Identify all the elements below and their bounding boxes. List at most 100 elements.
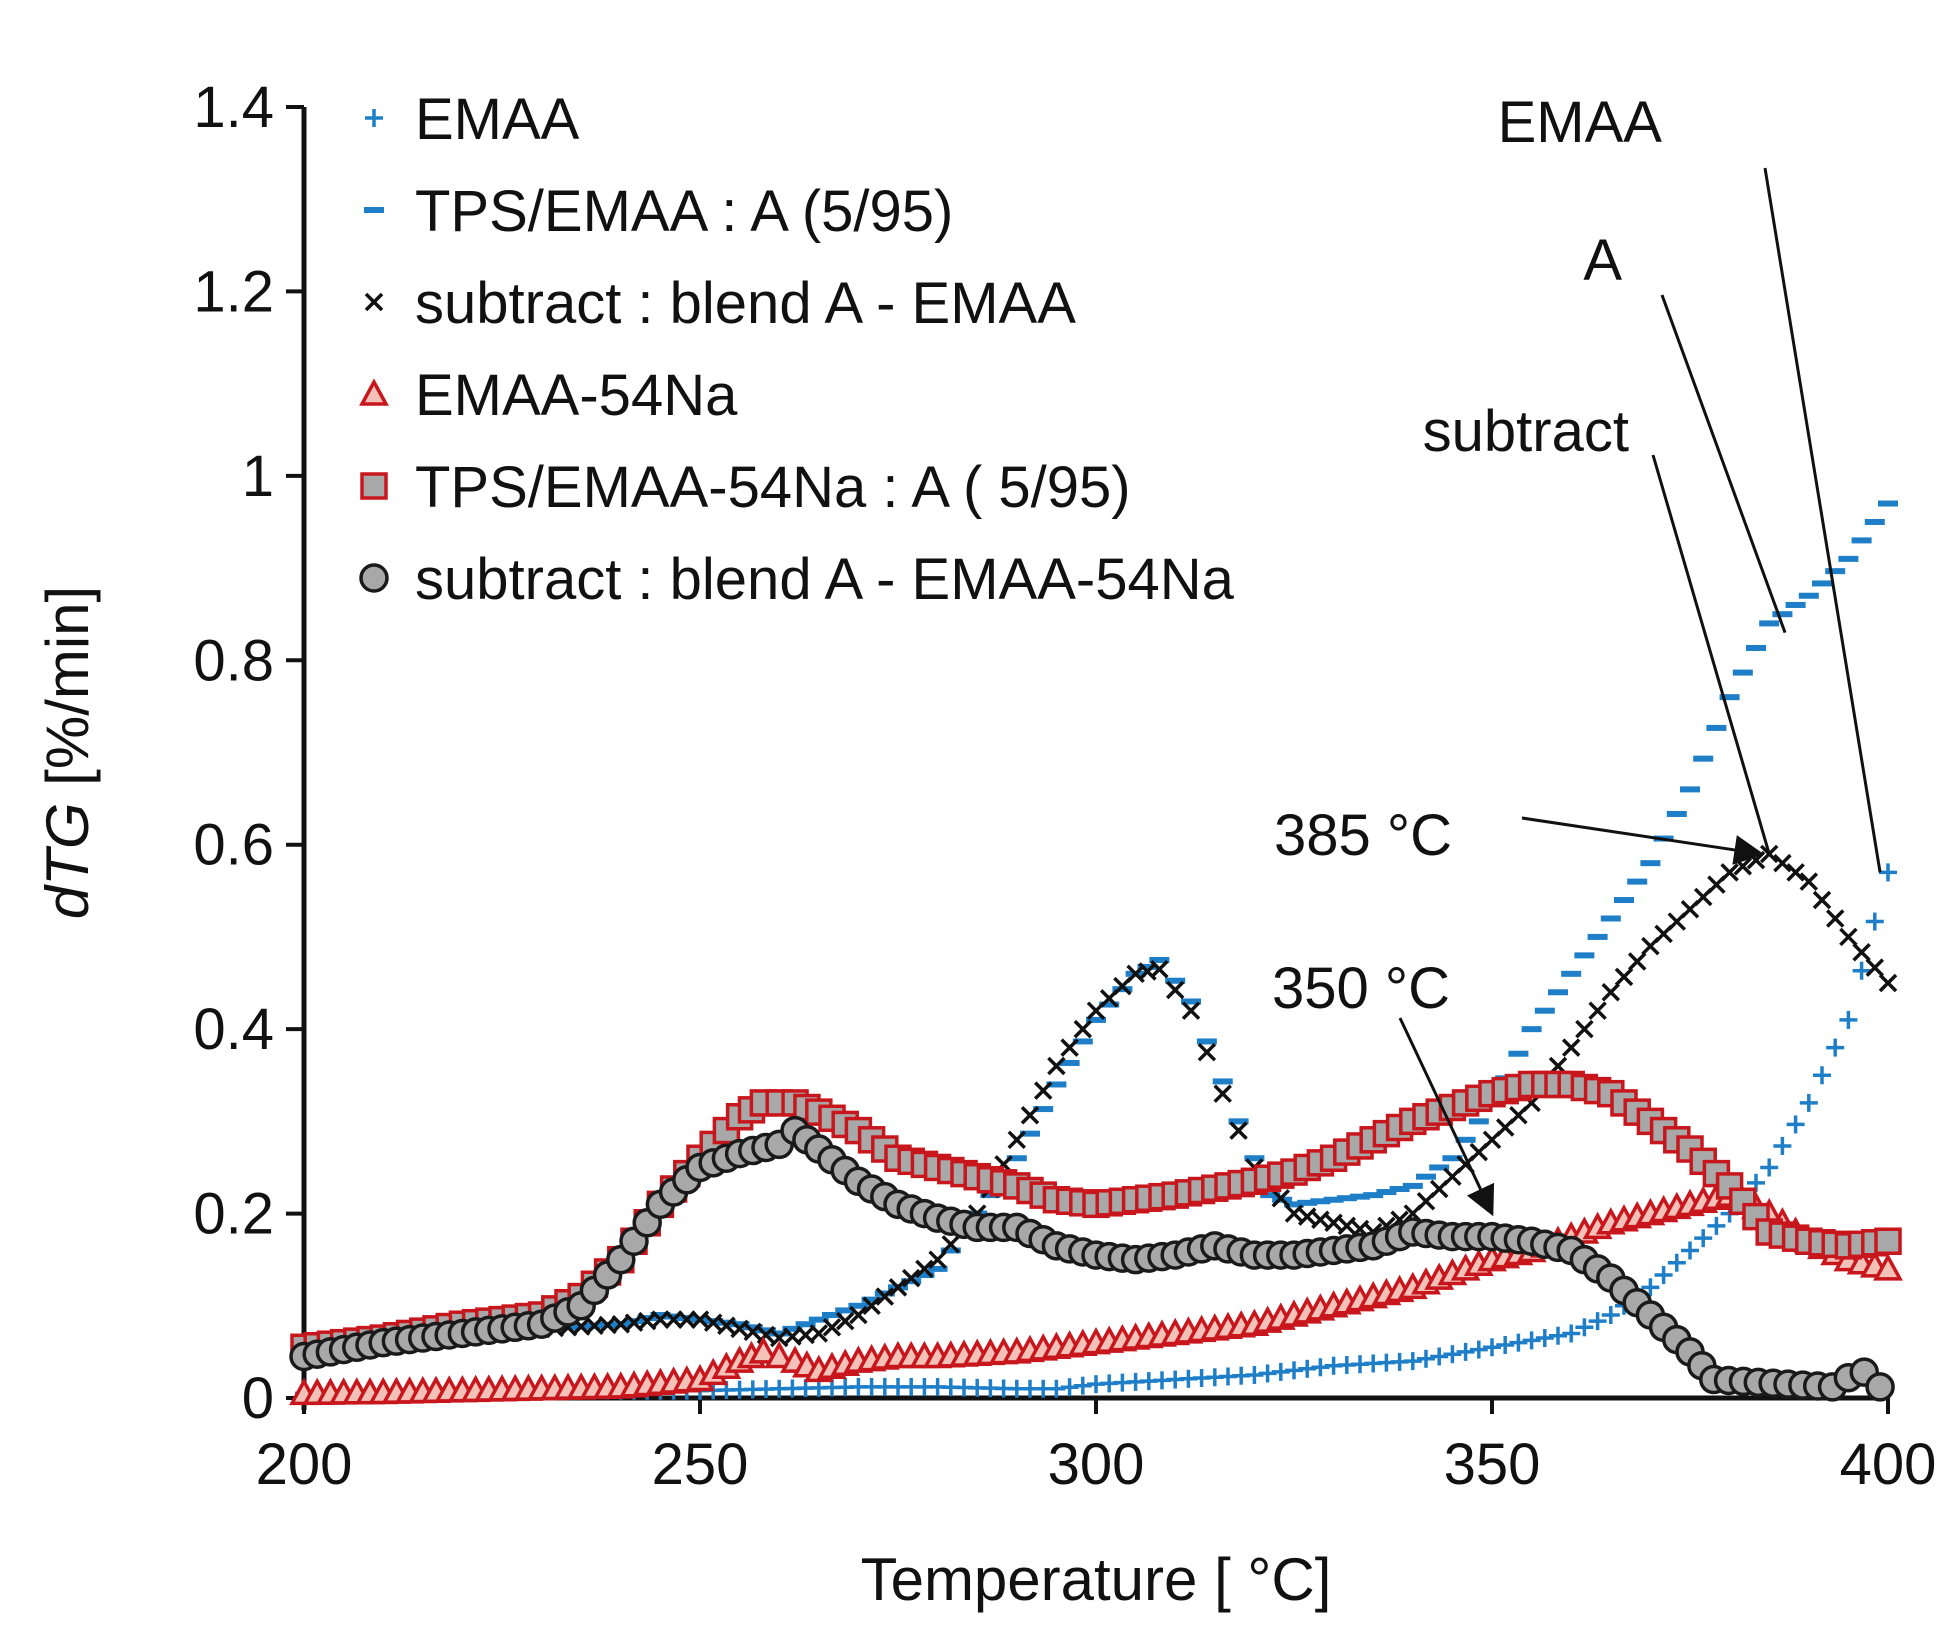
dash-mark xyxy=(1798,592,1819,599)
x-b xyxy=(875,1287,895,1306)
data-point xyxy=(915,1259,934,1279)
x-b xyxy=(1773,853,1792,873)
data-point xyxy=(1496,1335,1515,1354)
data-point xyxy=(1614,967,1634,987)
dash-mark xyxy=(1196,1038,1217,1045)
data-point xyxy=(1522,1331,1541,1350)
dash-mark xyxy=(822,1312,842,1319)
x-b xyxy=(585,1316,604,1336)
legend-marker xyxy=(364,207,384,213)
x-b xyxy=(1337,1216,1357,1236)
x-b xyxy=(364,292,384,312)
data-point xyxy=(888,1278,908,1297)
legend-label: EMAA-54Na xyxy=(415,363,738,428)
x-b xyxy=(1007,1130,1027,1150)
x-b xyxy=(862,1296,881,1316)
annotation-4: 385 °C xyxy=(1274,803,1765,868)
data-point xyxy=(795,1321,816,1328)
dash-mark xyxy=(1086,1016,1106,1023)
dash-mark xyxy=(1260,1192,1281,1199)
data-point xyxy=(1508,1050,1529,1057)
legend-label: EMAA xyxy=(415,87,580,152)
dash-mark xyxy=(1336,1195,1357,1202)
data-point xyxy=(928,1250,947,1269)
dash-mark xyxy=(1548,989,1568,996)
data-point xyxy=(1759,620,1780,627)
x-b xyxy=(1812,890,1832,910)
legend-item-4: EMAA-54Na xyxy=(359,363,738,428)
data-point xyxy=(677,1310,697,1329)
data-point xyxy=(1785,601,1806,608)
data-point xyxy=(875,1287,895,1306)
data-point xyxy=(716,1319,737,1326)
dash-mark xyxy=(1020,1130,1040,1137)
data-point xyxy=(1059,1059,1080,1066)
x-b xyxy=(637,1311,657,1331)
data-point xyxy=(1535,1329,1554,1348)
legend-item-5: TPS/EMAA-54Na : A ( 5/95) xyxy=(360,455,1131,520)
data-point xyxy=(914,1272,935,1279)
dash-mark xyxy=(1534,1007,1555,1014)
data-point xyxy=(1350,1193,1370,1200)
annotation-label: subtract xyxy=(1423,399,1629,464)
legend-label: subtract : blend A - EMAA-54Na xyxy=(415,547,1235,612)
y-axis-title-unit: [%/min] xyxy=(34,586,101,803)
x-b xyxy=(703,1313,723,1332)
data-point xyxy=(663,1313,684,1320)
x-b xyxy=(928,1250,947,1269)
annotation-pointer xyxy=(1660,294,1787,634)
triangle-mark xyxy=(764,1340,795,1369)
legend-marker xyxy=(359,378,389,406)
x-b xyxy=(611,1314,631,1334)
data-point xyxy=(1865,958,1885,977)
series-layer xyxy=(289,500,1903,1406)
circle-mark xyxy=(359,563,389,593)
data-point xyxy=(1509,1333,1528,1352)
legend-item-6: subtract : blend A - EMAA-54Na xyxy=(359,547,1235,612)
data-point xyxy=(1654,1266,1673,1285)
x-b xyxy=(690,1310,710,1329)
y-axis-title: dTG [%/min] xyxy=(34,586,101,919)
x-b xyxy=(1271,1188,1291,1208)
x-b xyxy=(1575,1019,1594,1039)
x-b xyxy=(1825,909,1845,928)
data-point xyxy=(782,1325,803,1332)
data-point xyxy=(1627,878,1648,885)
y-tick-label: 1.2 xyxy=(193,259,274,324)
data-point xyxy=(1680,786,1700,793)
data-point xyxy=(1337,1216,1357,1236)
data-point xyxy=(1521,1026,1542,1033)
x-b xyxy=(1073,1019,1093,1039)
legend: EMAA TPS/EMAA : A (5/95) subtract : blend … xyxy=(359,87,1235,612)
dash-mark xyxy=(1402,1182,1423,1189)
data-point xyxy=(1244,1155,1265,1162)
data-point xyxy=(1363,1192,1384,1199)
legend-item-2: TPS/EMAA : A (5/95) xyxy=(364,179,953,244)
x-b xyxy=(835,1311,855,1331)
dash-mark xyxy=(1600,915,1621,922)
dash-mark xyxy=(1508,1050,1529,1057)
data-point xyxy=(1073,1019,1093,1039)
y-tick-label: 1 xyxy=(242,444,274,509)
data-point xyxy=(1442,1155,1463,1162)
data-point xyxy=(1864,518,1885,525)
triangle-mark xyxy=(1873,1253,1903,1281)
data-point xyxy=(849,1305,868,1325)
data-point xyxy=(1260,1192,1281,1199)
data-point xyxy=(1417,1349,1435,1368)
x-tick-label: 400 xyxy=(1840,1432,1937,1497)
data-point xyxy=(743,1322,763,1342)
dash-mark xyxy=(364,207,384,213)
data-point xyxy=(1825,568,1846,575)
dash-mark xyxy=(742,1324,763,1331)
x-axis-title: Temperature [ °C] xyxy=(861,1546,1332,1613)
triangle-mark xyxy=(748,1336,779,1364)
data-point xyxy=(809,1324,829,1343)
data-point xyxy=(1812,890,1832,910)
data-point xyxy=(1112,986,1133,993)
data-point xyxy=(1813,1066,1831,1085)
dash-mark xyxy=(1455,1136,1476,1143)
annotation-label: EMAA xyxy=(1498,90,1663,155)
dash-mark xyxy=(1561,970,1582,977)
data-point xyxy=(1666,810,1687,817)
